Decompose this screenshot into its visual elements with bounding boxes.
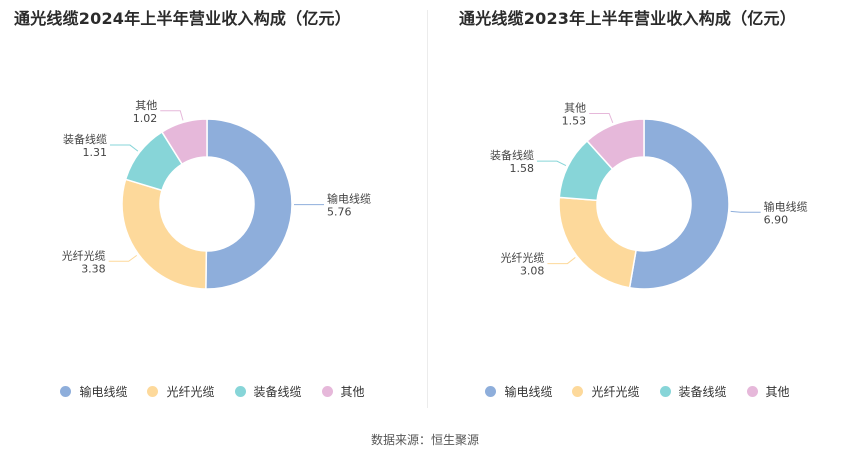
slice-category-label: 其他 bbox=[135, 99, 157, 112]
slice-value-label: 5.76 bbox=[327, 206, 352, 219]
legend-item[interactable]: 输电线缆 bbox=[60, 383, 127, 400]
label-leader-line bbox=[109, 144, 139, 152]
slice-value-label: 6.90 bbox=[764, 213, 789, 226]
pie-slice[interactable] bbox=[628, 118, 730, 290]
pie-slice[interactable] bbox=[585, 118, 645, 171]
panel-divider bbox=[427, 10, 428, 408]
slice-value-label: 1.31 bbox=[82, 146, 107, 159]
label-leader-line bbox=[108, 254, 138, 262]
legend-label: 输电线缆 bbox=[504, 385, 553, 399]
chart-title: 通光线缆2024年上半年营业收入构成（亿元） bbox=[14, 9, 351, 28]
chart-panel-2023: 通光线缆2023年上半年营业收入构成（亿元） 输电线缆 6.90 光纤光缆 3.08 装… bbox=[425, 0, 850, 420]
label-leader-line bbox=[160, 110, 184, 121]
legend: 输电线缆 光纤光缆 装备线缆 其他 bbox=[0, 383, 425, 400]
slice-value-label: 3.08 bbox=[520, 265, 545, 278]
slice-value-label: 1.02 bbox=[133, 112, 158, 125]
pie-slice[interactable] bbox=[121, 178, 208, 290]
label-leader-line bbox=[536, 160, 567, 167]
legend-dot bbox=[321, 386, 333, 397]
legend-label: 其他 bbox=[765, 385, 790, 399]
label-leader-line bbox=[547, 257, 576, 265]
legend-dot bbox=[659, 386, 671, 397]
legend-item[interactable]: 其他 bbox=[746, 383, 790, 400]
legend-label: 装备线缆 bbox=[253, 385, 302, 399]
slice-category-label: 装备线缆 bbox=[490, 148, 534, 162]
slice-category-label: 光纤光缆 bbox=[62, 248, 106, 262]
legend-item[interactable]: 装备线缆 bbox=[659, 383, 727, 400]
slice-category-label: 光纤光缆 bbox=[500, 251, 544, 265]
legend-dot bbox=[485, 386, 497, 397]
legend-item[interactable]: 输电线缆 bbox=[485, 383, 552, 400]
pie-slice[interactable] bbox=[205, 118, 293, 290]
chart-title: 通光线缆2023年上半年营业收入构成（亿元） bbox=[459, 9, 796, 28]
pie-slice[interactable] bbox=[160, 118, 208, 166]
legend-dot bbox=[147, 386, 159, 397]
legend-item[interactable]: 装备线缆 bbox=[234, 383, 302, 400]
slice-category-label: 输电线缆 bbox=[764, 199, 808, 213]
slice-category-label: 输电线缆 bbox=[327, 192, 371, 206]
legend-dot bbox=[234, 386, 246, 397]
legend: 输电线缆 光纤光缆 装备线缆 其他 bbox=[425, 383, 850, 400]
slice-value-label: 1.58 bbox=[509, 162, 534, 175]
label-leader-line bbox=[589, 112, 614, 123]
legend-label: 光纤光缆 bbox=[591, 385, 640, 399]
legend-label: 光纤光缆 bbox=[166, 385, 215, 399]
legend-label: 其他 bbox=[340, 385, 365, 399]
label-leader-line bbox=[730, 210, 761, 213]
legend-item[interactable]: 其他 bbox=[321, 383, 365, 400]
data-source-note: 数据来源：恒生聚源 bbox=[370, 433, 479, 447]
pie-slice[interactable] bbox=[558, 196, 637, 289]
slice-value-label: 3.38 bbox=[81, 262, 106, 275]
legend-label: 装备线缆 bbox=[678, 385, 727, 399]
legend-dot bbox=[60, 386, 72, 397]
legend-item[interactable]: 光纤光缆 bbox=[147, 383, 215, 400]
slice-category-label: 其他 bbox=[564, 101, 586, 114]
chart-panel-2024: 通光线缆2024年上半年营业收入构成（亿元） 输电线缆 5.76 光纤光缆 3.38 装… bbox=[0, 0, 425, 420]
legend-label: 输电线缆 bbox=[79, 385, 128, 399]
legend-dot bbox=[572, 386, 584, 397]
legend-dot bbox=[746, 386, 758, 397]
slice-value-label: 1.53 bbox=[562, 114, 587, 127]
legend-item[interactable]: 光纤光缆 bbox=[572, 383, 640, 400]
slice-category-label: 装备线缆 bbox=[63, 132, 107, 146]
